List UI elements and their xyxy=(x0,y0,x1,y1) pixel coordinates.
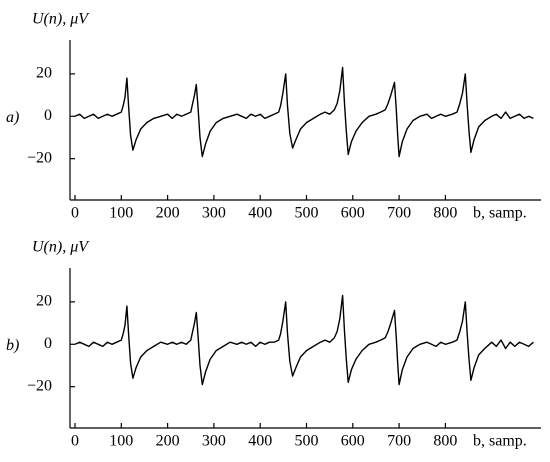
y-tick-label: −20 xyxy=(27,377,52,394)
x-tick-label: 0 xyxy=(71,433,79,450)
x-tick-label: 200 xyxy=(156,205,180,222)
y-tick-label: 0 xyxy=(44,107,52,124)
y-tick-label: 20 xyxy=(36,293,52,310)
signal-line xyxy=(74,294,534,386)
y-tick-label: 20 xyxy=(36,65,52,82)
x-tick-label: 300 xyxy=(202,205,226,222)
x-tick-label: 700 xyxy=(387,205,411,222)
y-axis-label: U(n), μV xyxy=(32,11,90,28)
x-axis-label: b, samp. xyxy=(473,205,527,222)
x-axis-label: b, samp. xyxy=(473,433,527,450)
y-tick-label: −20 xyxy=(27,149,52,166)
y-axis-label: U(n), μV xyxy=(32,239,90,256)
x-tick-label: 800 xyxy=(433,433,457,450)
x-tick-label: 0 xyxy=(71,205,79,222)
x-tick-label: 400 xyxy=(248,433,272,450)
panel-label: a) xyxy=(6,109,19,126)
x-tick-label: 500 xyxy=(295,433,319,450)
x-tick-label: 100 xyxy=(109,433,133,450)
panel-label: b) xyxy=(6,337,19,354)
x-tick-label: 600 xyxy=(341,205,365,222)
x-tick-label: 400 xyxy=(248,205,272,222)
x-tick-label: 800 xyxy=(433,205,457,222)
x-tick-label: 300 xyxy=(202,433,226,450)
x-tick-label: 600 xyxy=(341,433,365,450)
signal-line xyxy=(74,66,534,158)
y-tick-label: 0 xyxy=(44,335,52,352)
x-tick-label: 100 xyxy=(109,205,133,222)
x-tick-label: 700 xyxy=(387,433,411,450)
x-tick-label: 500 xyxy=(295,205,319,222)
x-tick-label: 200 xyxy=(156,433,180,450)
